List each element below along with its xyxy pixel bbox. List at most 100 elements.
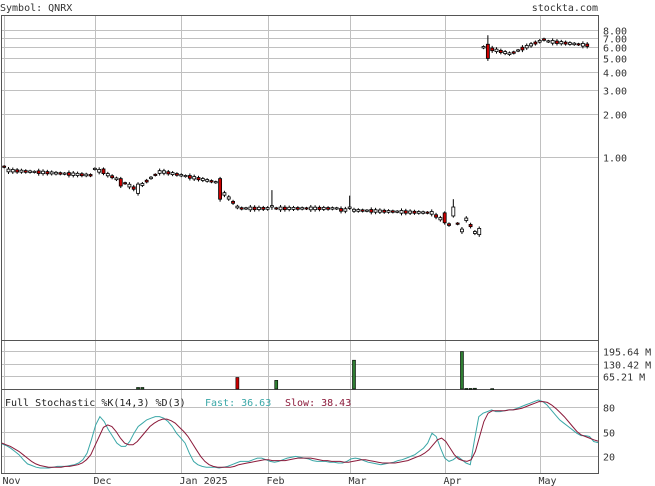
candle-down — [153, 173, 158, 176]
candle-down — [403, 210, 408, 214]
candle-up — [334, 207, 339, 210]
candle-up — [127, 183, 132, 188]
candle-down — [144, 179, 149, 183]
volume-bar — [464, 388, 469, 390]
candle-up — [291, 207, 296, 210]
candle-up — [503, 51, 508, 54]
candle-down — [23, 170, 28, 173]
candle-up — [287, 206, 292, 210]
price-tick-label: 4.00 — [603, 69, 627, 80]
candle-up — [343, 208, 348, 212]
candle-down — [468, 224, 473, 228]
volume-bar — [274, 380, 279, 390]
candle-up — [416, 211, 421, 214]
candle-up — [460, 228, 464, 233]
candle-up — [395, 210, 400, 213]
candle-down — [442, 212, 447, 224]
candle-down — [175, 173, 179, 176]
candle-down — [390, 210, 395, 213]
candle-up — [330, 207, 335, 210]
volume-tick-label: 130.42 M — [603, 361, 651, 372]
stochastic-slow-line — [1, 401, 599, 468]
candle-down — [252, 206, 257, 211]
candle-up — [170, 172, 175, 175]
candle-up — [41, 170, 45, 175]
candle-up — [62, 172, 67, 175]
candle-up — [365, 209, 369, 212]
candle-down — [67, 172, 71, 176]
candle-up — [559, 41, 564, 45]
candle-down — [304, 207, 309, 210]
candle-down — [79, 173, 84, 177]
candle-down — [520, 46, 525, 51]
candle-up — [226, 196, 231, 200]
volume-bar — [460, 351, 464, 390]
stochastic-fast-line — [1, 399, 599, 469]
candle-down — [282, 206, 287, 211]
candle-up — [75, 172, 80, 176]
candle-down — [455, 222, 460, 225]
candle-down — [360, 209, 365, 212]
candle-down — [382, 209, 387, 213]
candle-up — [278, 206, 283, 211]
x-tick-label: Apr — [444, 476, 462, 486]
candle-up — [71, 172, 76, 176]
candle-down — [585, 43, 590, 47]
price-tick-label: 5.00 — [603, 55, 627, 66]
candle-up — [321, 207, 326, 210]
candle-up — [49, 171, 54, 175]
candle-up — [157, 170, 162, 174]
candle-down — [425, 211, 430, 214]
candle-up — [200, 178, 205, 181]
candle-down — [261, 207, 266, 210]
candle-up — [516, 49, 521, 52]
candle-up — [429, 211, 434, 215]
candle-up — [546, 40, 551, 43]
candle-up — [97, 169, 102, 173]
candle-up — [140, 183, 145, 186]
candle-up — [477, 228, 482, 236]
price-panel-frame — [1, 15, 599, 341]
candle-up — [235, 205, 240, 209]
volume-tick-label: 65.21 M — [603, 373, 645, 384]
volume-bars — [136, 351, 495, 390]
price-tick-label: 8.00 — [603, 27, 627, 38]
candle-up — [537, 40, 542, 43]
candle-down — [295, 207, 300, 210]
candle-up — [572, 42, 577, 46]
candle-up — [438, 217, 443, 221]
price-candles — [2, 35, 590, 237]
candle-up — [550, 40, 555, 44]
candle-up — [356, 209, 361, 212]
candle-up — [183, 175, 188, 178]
candle-up — [377, 209, 382, 213]
stochastic-lines — [1, 399, 599, 469]
candle-up — [529, 43, 533, 47]
candle-down — [563, 41, 568, 45]
candle-up — [494, 48, 499, 53]
candle-down — [110, 175, 115, 179]
candle-up — [222, 192, 227, 196]
candle-up — [162, 170, 166, 174]
x-tick-label: Nov — [3, 476, 21, 486]
candle-down — [576, 43, 581, 46]
price-tick-label: 6.00 — [603, 44, 627, 55]
candle-up — [399, 210, 404, 214]
candle-down — [101, 168, 106, 174]
candle-up — [244, 207, 248, 210]
candle-up — [19, 169, 24, 173]
candle-down — [231, 200, 235, 204]
candle-down — [369, 209, 374, 213]
candle-down — [533, 41, 538, 45]
x-tick-label: Feb — [267, 476, 285, 486]
candle-up — [308, 206, 313, 211]
symbol-label: Symbol: QNRX — [0, 3, 72, 14]
candle-up — [32, 170, 37, 173]
candle-up — [373, 209, 378, 213]
candle-down — [511, 51, 516, 54]
candle-down — [166, 171, 171, 175]
x-tick-label: Mar — [349, 476, 367, 486]
x-tick-label: May — [539, 476, 557, 486]
candle-down — [36, 170, 41, 174]
